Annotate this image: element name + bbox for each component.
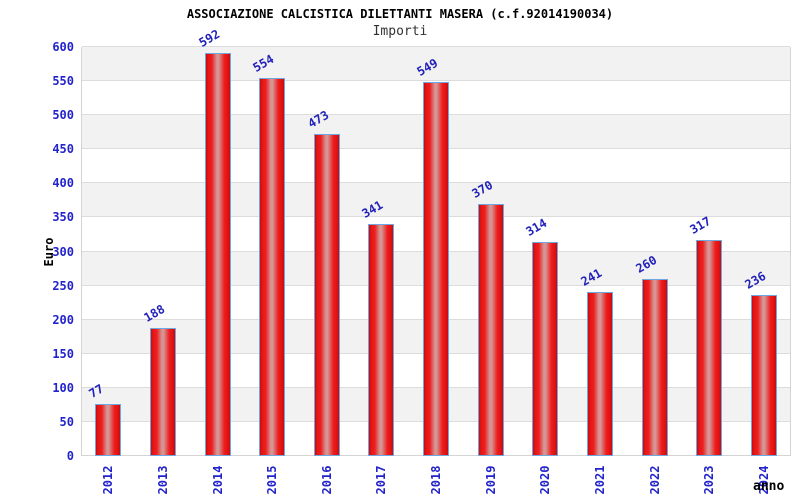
y-tick-label: 0 xyxy=(66,449,74,463)
x-tick-label: 2013 xyxy=(155,465,170,495)
bar-2022 xyxy=(641,278,668,456)
chart-subtitle: Importi xyxy=(372,24,428,39)
x-tick-label: 2022 xyxy=(647,465,662,495)
bar-2019 xyxy=(477,203,504,456)
bar-2015 xyxy=(259,78,286,456)
bar-2014 xyxy=(204,52,231,456)
y-tick-label: 100 xyxy=(52,380,74,395)
y-tick-label: 150 xyxy=(52,346,74,361)
bar-2012 xyxy=(95,403,122,456)
x-tick-label: 2020 xyxy=(538,465,553,495)
y-tick-label: 350 xyxy=(52,210,74,225)
y-tick-label: 600 xyxy=(52,40,74,54)
bar-2021 xyxy=(586,291,613,456)
x-tick-label: 2012 xyxy=(101,465,116,495)
x-tick-label: 2019 xyxy=(483,465,498,495)
bar-2020 xyxy=(532,242,559,456)
x-tick-label: 2015 xyxy=(265,465,280,495)
bar-2013 xyxy=(149,327,176,456)
x-tick-label: 2023 xyxy=(702,465,717,495)
bar-2018 xyxy=(423,81,449,456)
y-tick-label: 50 xyxy=(59,414,74,429)
y-tick-label: 250 xyxy=(52,278,74,293)
x-tick-label: 2018 xyxy=(429,465,443,495)
y-tick-label: 500 xyxy=(52,108,74,123)
x-axis-title: anno xyxy=(753,479,785,494)
grid-band xyxy=(82,46,790,81)
y-tick-label: 200 xyxy=(52,312,74,327)
x-tick-label: 2021 xyxy=(592,465,607,495)
y-tick-label: 400 xyxy=(52,176,74,191)
x-tick-label: 2014 xyxy=(210,465,225,495)
y-tick-label: 450 xyxy=(52,142,74,157)
bar-2016 xyxy=(313,133,340,456)
x-tick-label: 2017 xyxy=(374,465,389,495)
y-tick-label: 550 xyxy=(52,74,74,89)
x-tick-label: 2016 xyxy=(319,465,334,495)
bar-2017 xyxy=(368,223,395,456)
bar-2023 xyxy=(696,239,723,456)
bar-2024 xyxy=(750,295,777,456)
chart-title: ASSOCIAZIONE CALCISTICA DILETTANTI MASER… xyxy=(186,7,614,21)
y-tick-label: 300 xyxy=(52,244,74,259)
